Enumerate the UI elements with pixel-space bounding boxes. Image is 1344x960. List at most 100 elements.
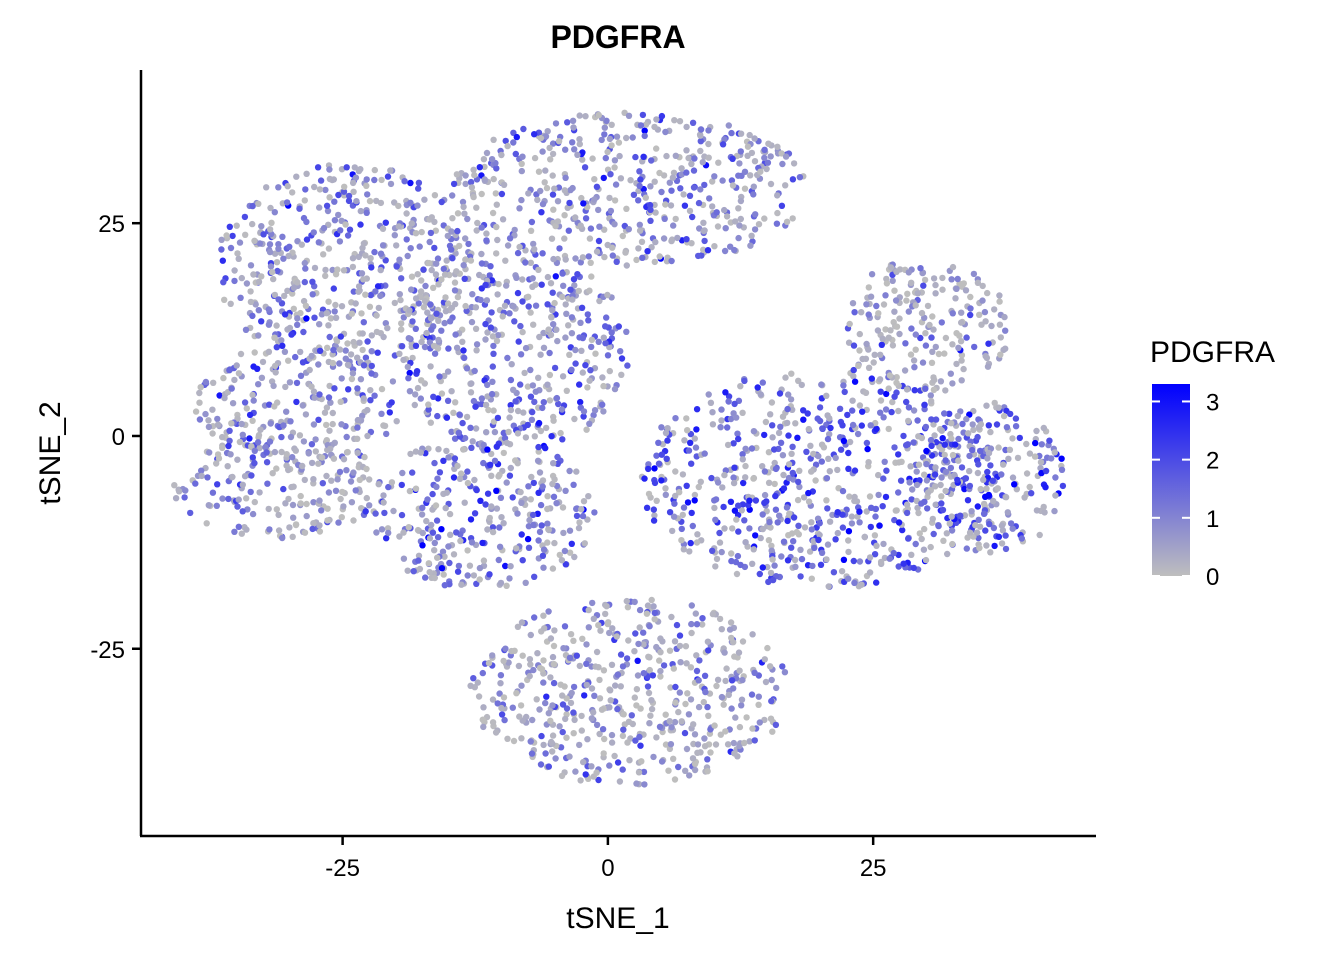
data-point: [375, 481, 382, 488]
data-point: [647, 183, 654, 190]
data-point: [434, 395, 442, 402]
data-point: [601, 253, 608, 261]
data-point: [467, 257, 475, 264]
data-point: [858, 309, 865, 316]
data-point: [431, 192, 439, 199]
data-point: [607, 171, 614, 178]
data-point: [722, 677, 729, 685]
data-point: [598, 136, 605, 144]
data-point: [895, 451, 902, 458]
data-point: [693, 652, 700, 659]
data-point: [653, 734, 660, 741]
data-point: [690, 167, 698, 174]
data-point: [547, 717, 554, 724]
data-point: [985, 340, 992, 347]
data-point: [955, 457, 962, 464]
data-point: [601, 131, 608, 138]
data-point: [310, 388, 318, 395]
data-point: [712, 496, 720, 503]
data-point: [473, 347, 480, 354]
data-point: [357, 207, 364, 215]
data-point: [958, 319, 965, 326]
x-axis-label: tSNE_1: [566, 902, 669, 935]
data-point: [562, 334, 569, 341]
data-point: [441, 553, 448, 560]
data-point: [438, 276, 445, 283]
data-point: [503, 282, 510, 289]
data-point: [471, 171, 478, 179]
data-point: [289, 501, 297, 509]
data-point: [938, 493, 945, 500]
data-point: [686, 207, 694, 215]
data-point: [653, 452, 660, 459]
data-point: [611, 752, 618, 760]
data-point: [549, 150, 557, 158]
data-point: [750, 475, 757, 482]
data-point: [529, 283, 536, 290]
data-point: [577, 398, 584, 406]
data-point: [740, 479, 747, 487]
data-point: [337, 227, 344, 234]
data-point: [765, 449, 773, 456]
data-point: [500, 520, 507, 527]
data-point: [658, 424, 665, 431]
data-point: [418, 338, 425, 346]
data-point: [459, 198, 467, 206]
data-point: [418, 511, 426, 518]
data-point: [236, 239, 244, 246]
data-point: [623, 328, 630, 335]
data-point: [1028, 490, 1035, 497]
data-point: [779, 160, 786, 168]
data-point: [730, 479, 738, 487]
data-point: [808, 575, 815, 582]
data-point: [632, 630, 639, 637]
data-point: [638, 758, 645, 765]
data-point: [525, 483, 532, 490]
data-point: [924, 489, 932, 496]
data-point: [604, 148, 611, 156]
data-point: [499, 216, 507, 223]
data-point: [379, 225, 387, 232]
data-point: [820, 444, 828, 451]
data-point: [579, 369, 586, 376]
data-point: [1023, 470, 1031, 477]
data-point: [539, 250, 546, 257]
data-point: [360, 276, 367, 283]
data-point: [308, 383, 315, 390]
data-point: [215, 455, 223, 462]
data-point: [514, 407, 522, 415]
data-point: [653, 145, 660, 152]
data-point: [454, 293, 462, 301]
data-point: [492, 729, 500, 736]
data-point: [543, 693, 550, 700]
data-point: [568, 689, 575, 697]
data-point: [749, 725, 756, 732]
data-point: [763, 498, 770, 505]
data-point: [342, 221, 349, 228]
data-point: [636, 168, 643, 175]
data-point: [171, 482, 178, 489]
data-point: [514, 510, 521, 517]
data-point: [482, 320, 489, 328]
data-point: [547, 156, 554, 163]
data-point: [529, 382, 537, 389]
data-point: [670, 513, 678, 520]
data-point: [329, 420, 336, 428]
data-point: [796, 174, 804, 181]
data-point: [963, 334, 970, 341]
data-point: [824, 435, 832, 443]
data-point: [506, 414, 513, 421]
data-point: [493, 201, 500, 208]
data-point: [859, 355, 866, 363]
data-point: [743, 714, 750, 721]
data-point: [396, 350, 403, 357]
data-point: [767, 715, 775, 722]
data-point: [924, 302, 932, 310]
data-point: [873, 579, 880, 586]
data-point: [393, 418, 400, 425]
data-point: [451, 279, 459, 286]
data-point: [554, 218, 562, 225]
data-point: [681, 202, 689, 209]
data-point: [549, 307, 556, 314]
data-point: [823, 556, 830, 563]
